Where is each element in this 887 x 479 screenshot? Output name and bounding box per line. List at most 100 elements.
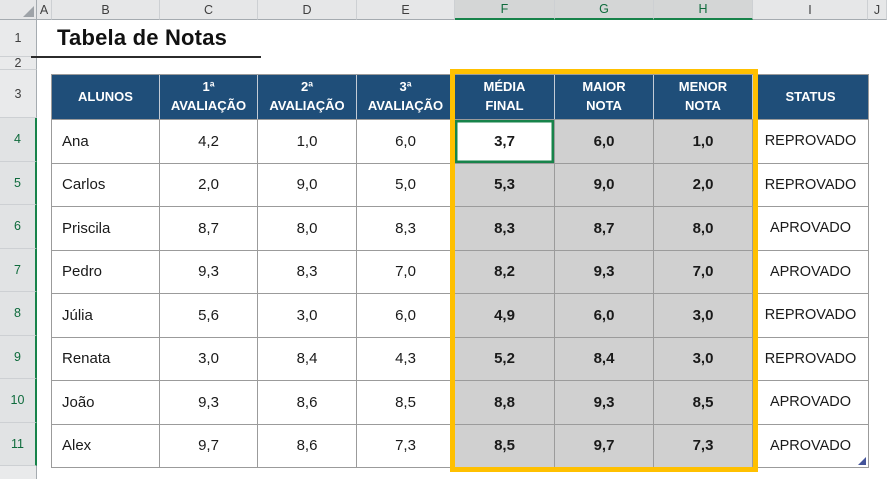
cell-H11[interactable]: 7,3 <box>654 423 753 467</box>
cell-C4[interactable]: 4,2 <box>160 119 258 163</box>
cell-D7[interactable]: 8,3 <box>258 249 357 293</box>
cell-F5[interactable]: 5,3 <box>455 162 555 206</box>
cell-F9[interactable]: 5,2 <box>455 336 555 380</box>
cell-B8[interactable]: Júlia <box>52 293 160 337</box>
sheet-title[interactable]: Tabela de Notas <box>57 25 228 50</box>
column-header-G[interactable]: G <box>555 0 654 20</box>
cell-C5[interactable]: 2,0 <box>160 162 258 206</box>
cell-E11[interactable]: 7,3 <box>357 423 455 467</box>
cell-G8[interactable]: 6,0 <box>555 293 654 337</box>
cell-H10[interactable]: 8,5 <box>654 380 753 424</box>
select-all-corner[interactable] <box>0 0 37 20</box>
cell-C7[interactable]: 9,3 <box>160 249 258 293</box>
cell-E7[interactable]: 7,0 <box>357 249 455 293</box>
header-cell-maior-nota[interactable]: MAIOR NOTA <box>555 75 654 119</box>
cell-I4[interactable]: REPROVADO <box>753 119 868 163</box>
cell-B7[interactable]: Pedro <box>52 249 160 293</box>
cell-F4[interactable]: 3,7 <box>455 119 555 163</box>
cell-C9[interactable]: 3,0 <box>160 336 258 380</box>
cell-D11[interactable]: 8,6 <box>258 423 357 467</box>
cell-B10[interactable]: João <box>52 380 160 424</box>
row-header-8[interactable]: 8 <box>0 292 37 336</box>
cell-C8[interactable]: 5,6 <box>160 293 258 337</box>
column-header-C[interactable]: C <box>160 0 258 20</box>
cell-G5[interactable]: 9,0 <box>555 162 654 206</box>
cell-H9[interactable]: 3,0 <box>654 336 753 380</box>
cell-I8[interactable]: REPROVADO <box>753 293 868 337</box>
cell-H7[interactable]: 7,0 <box>654 249 753 293</box>
cell-G9[interactable]: 8,4 <box>555 336 654 380</box>
cell-C6[interactable]: 8,7 <box>160 206 258 250</box>
row-header-6[interactable]: 6 <box>0 205 37 249</box>
cell-D6[interactable]: 8,0 <box>258 206 357 250</box>
cell-I9[interactable]: REPROVADO <box>753 336 868 380</box>
cell-F8[interactable]: 4,9 <box>455 293 555 337</box>
cell-E4[interactable]: 6,0 <box>357 119 455 163</box>
cell-C10[interactable]: 9,3 <box>160 380 258 424</box>
cell-I11[interactable]: APROVADO <box>753 423 868 467</box>
grades-table: ALUNOS 1ª AVALIAÇÃO 2ª AVALIAÇÃO 3ª AVALIAÇ… <box>51 74 869 468</box>
column-header-F[interactable]: F <box>455 0 555 20</box>
header-cell-alunos[interactable]: ALUNOS <box>52 75 160 119</box>
header-cell-avaliacao-3[interactable]: 3ª AVALIAÇÃO <box>357 75 455 119</box>
header-cell-avaliacao-1[interactable]: 1ª AVALIAÇÃO <box>160 75 258 119</box>
cell-F6[interactable]: 8,3 <box>455 206 555 250</box>
row-header-10[interactable]: 10 <box>0 379 37 423</box>
cell-E5[interactable]: 5,0 <box>357 162 455 206</box>
column-header-I[interactable]: I <box>753 0 868 20</box>
cell-C11[interactable]: 9,7 <box>160 423 258 467</box>
cell-I7[interactable]: APROVADO <box>753 249 868 293</box>
row-header-1[interactable]: 1 <box>0 20 37 57</box>
cell-I10[interactable]: APROVADO <box>753 380 868 424</box>
header-cell-avaliacao-2[interactable]: 2ª AVALIAÇÃO <box>258 75 357 119</box>
cell-G4[interactable]: 6,0 <box>555 119 654 163</box>
cell-G10[interactable]: 9,3 <box>555 380 654 424</box>
cell-I5[interactable]: REPROVADO <box>753 162 868 206</box>
cell-D8[interactable]: 3,0 <box>258 293 357 337</box>
cell-H4[interactable]: 1,0 <box>654 119 753 163</box>
select-all-triangle-icon <box>23 6 34 17</box>
cell-D4[interactable]: 1,0 <box>258 119 357 163</box>
cell-G6[interactable]: 8,7 <box>555 206 654 250</box>
row-header-filler <box>0 466 37 479</box>
header-cell-menor-nota[interactable]: MENOR NOTA <box>654 75 753 119</box>
row-header-2[interactable]: 2 <box>0 56 37 70</box>
cell-E9[interactable]: 4,3 <box>357 336 455 380</box>
cell-I6[interactable]: APROVADO <box>753 206 868 250</box>
cell-H8[interactable]: 3,0 <box>654 293 753 337</box>
cell-B11[interactable]: Alex <box>52 423 160 467</box>
column-header-H[interactable]: H <box>654 0 753 20</box>
row-header-11[interactable]: 11 <box>0 422 37 466</box>
cell-B6[interactable]: Priscila <box>52 206 160 250</box>
cell-G11[interactable]: 9,7 <box>555 423 654 467</box>
cell-D5[interactable]: 9,0 <box>258 162 357 206</box>
cell-D10[interactable]: 8,6 <box>258 380 357 424</box>
column-header-J[interactable]: J <box>868 0 887 20</box>
row-header-3[interactable]: 3 <box>0 70 37 118</box>
cell-F11[interactable]: 8,5 <box>455 423 555 467</box>
cell-E10[interactable]: 8,5 <box>357 380 455 424</box>
row-header-9[interactable]: 9 <box>0 335 37 379</box>
column-header-E[interactable]: E <box>357 0 455 20</box>
cell-B9[interactable]: Renata <box>52 336 160 380</box>
cell-D9[interactable]: 8,4 <box>258 336 357 380</box>
row-header-7[interactable]: 7 <box>0 248 37 292</box>
column-header-B[interactable]: B <box>52 0 160 20</box>
cell-H5[interactable]: 2,0 <box>654 162 753 206</box>
row-header-4[interactable]: 4 <box>0 118 37 162</box>
cell-E8[interactable]: 6,0 <box>357 293 455 337</box>
cell-B5[interactable]: Carlos <box>52 162 160 206</box>
row-header-5[interactable]: 5 <box>0 161 37 205</box>
cell-B4[interactable]: Ana <box>52 119 160 163</box>
column-header-A[interactable]: A <box>37 0 52 20</box>
header-cell-status[interactable]: STATUS <box>753 75 868 119</box>
cell-F7[interactable]: 8,2 <box>455 249 555 293</box>
cell-G7[interactable]: 9,3 <box>555 249 654 293</box>
header-cell-media-final[interactable]: MÉDIA FINAL <box>455 75 555 119</box>
column-header-D[interactable]: D <box>258 0 357 20</box>
cell-F10[interactable]: 8,8 <box>455 380 555 424</box>
cell-E6[interactable]: 8,3 <box>357 206 455 250</box>
cell-H6[interactable]: 8,0 <box>654 206 753 250</box>
table-resize-handle[interactable] <box>858 457 866 465</box>
